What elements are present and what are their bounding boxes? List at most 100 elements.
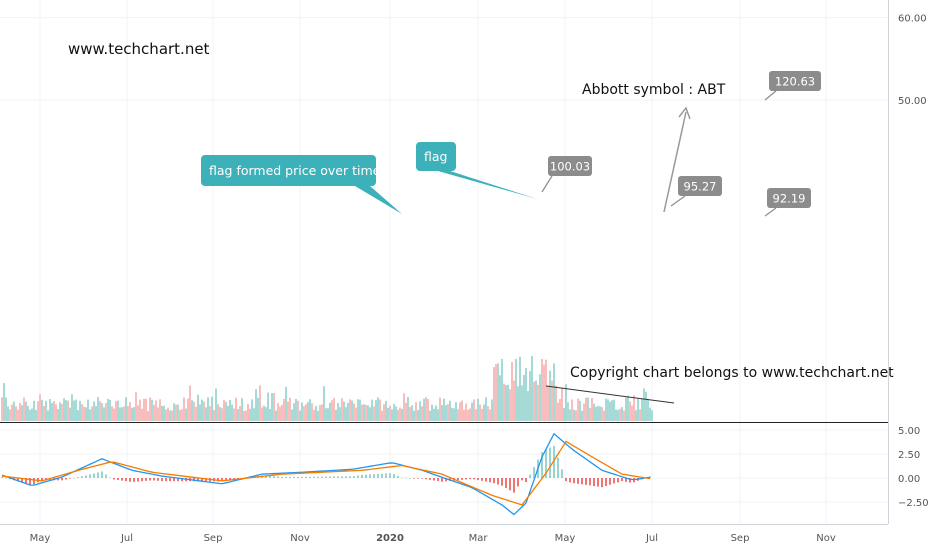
macd-hist-188 [377, 473, 379, 478]
volume-bar-76 [153, 404, 155, 421]
volume-bar-74 [149, 397, 151, 421]
volume-bar-57 [115, 401, 117, 421]
macd-hist-240 [481, 478, 483, 481]
volume-bar-180 [361, 404, 363, 421]
volume-bars [1, 355, 675, 421]
macd-hist-170 [341, 476, 343, 478]
macd-hist-302 [605, 478, 607, 487]
macd-hist-250 [501, 478, 503, 486]
volume-bar-22 [45, 400, 47, 421]
volume-bar-266 [533, 381, 535, 421]
volume-bar-315 [631, 405, 633, 421]
volume-bar-270 [541, 359, 543, 421]
volume-bar-318 [637, 398, 639, 421]
volume-bar-32 [65, 400, 67, 421]
volume-bar-277 [555, 385, 557, 421]
volume-bar-322 [645, 391, 647, 421]
volume-bar-118 [237, 409, 239, 421]
volume-bar-66 [133, 407, 135, 421]
macd-hist-298 [597, 478, 599, 487]
volume-bar-171 [343, 401, 345, 421]
volume-bar-137 [275, 410, 277, 421]
volume-bar-152 [305, 404, 307, 421]
macd-hist-72 [145, 478, 147, 481]
volume-bar-289 [579, 400, 581, 421]
volume-bar-211 [423, 398, 425, 421]
macd-hist-204 [409, 478, 411, 479]
macd-hist-218 [437, 478, 439, 482]
volume-bar-215 [431, 404, 433, 421]
label-breakout: 95.27 [684, 180, 717, 194]
macd-hist-214 [429, 478, 431, 480]
label-peak: 100.03 [550, 160, 590, 174]
volume-bar-189 [379, 399, 381, 421]
volume-bar-273 [547, 385, 549, 421]
volume-bar-156 [313, 409, 315, 421]
volume-bar-286 [573, 409, 575, 421]
macd-hist-272 [545, 449, 547, 478]
volume-bar-51 [103, 407, 105, 421]
macd-hist-46 [93, 473, 95, 478]
volume-bar-108 [217, 404, 219, 421]
symbol-note: Abbott symbol : ABT [582, 82, 726, 98]
label-target-box [769, 71, 821, 91]
volume-bar-183 [367, 405, 369, 421]
volume-bar-226 [453, 408, 455, 421]
volume-bar-198 [397, 409, 399, 421]
volume-bar-42 [85, 407, 87, 421]
volume-bar-138 [277, 403, 279, 421]
volume-bar-243 [487, 406, 489, 421]
volume-bar-181 [363, 404, 365, 421]
time-tick-2: Sep [204, 533, 223, 544]
volume-bar-129 [259, 385, 261, 421]
volume-bar-283 [567, 402, 569, 421]
macd-hist-110 [221, 478, 223, 482]
macd-hist-220 [441, 478, 443, 482]
volume-bar-167 [335, 409, 337, 421]
volume-bar-36 [73, 400, 75, 421]
volume-bar-69 [139, 399, 141, 421]
macd-hist-310 [621, 478, 623, 482]
volume-bar-28 [57, 409, 59, 421]
macd-hist-86 [173, 478, 175, 482]
volume-bar-278 [557, 402, 559, 421]
macd-hist-294 [589, 478, 591, 486]
volume-bar-218 [437, 409, 439, 421]
volume-bar-303 [607, 399, 609, 421]
macd-hist-148 [297, 476, 299, 478]
macd-hist-32 [65, 478, 67, 480]
volume-bar-79 [159, 399, 161, 421]
volume-bar-232 [465, 403, 467, 421]
macd-hist-48 [97, 472, 99, 478]
volume-bar-188 [377, 397, 379, 421]
volume-bar-18 [37, 401, 39, 421]
macd-hist-20 [41, 478, 43, 481]
volume-bar-185 [371, 399, 373, 421]
macd-hist-116 [233, 478, 235, 480]
macd-hist-312 [625, 478, 627, 482]
macd-hist-28 [57, 478, 59, 481]
macd-hist-238 [477, 478, 479, 481]
volume-bar-285 [571, 399, 573, 421]
volume-bar-56 [113, 408, 115, 421]
macd-hist-34 [69, 478, 71, 479]
volume-bar-172 [345, 407, 347, 421]
macd-hist-50 [101, 471, 103, 478]
macd-tick-3: −2.50 [898, 498, 929, 509]
volume-bar-19 [39, 394, 41, 421]
volume-bar-6 [13, 401, 15, 421]
macd-hist-82 [165, 478, 167, 482]
volume-bar-41 [83, 406, 85, 421]
volume-bar-197 [395, 406, 397, 421]
volume-bar-30 [61, 403, 63, 421]
volume-bar-40 [81, 404, 83, 421]
volume-bar-95 [191, 400, 193, 421]
volume-bar-150 [301, 402, 303, 421]
volume-bar-59 [119, 407, 121, 421]
volume-bar-157 [315, 406, 317, 421]
macd-hist-40 [81, 476, 83, 478]
macd-hist-206 [413, 478, 415, 479]
macd-hist-270 [541, 452, 543, 478]
macd-hist-76 [153, 478, 155, 481]
